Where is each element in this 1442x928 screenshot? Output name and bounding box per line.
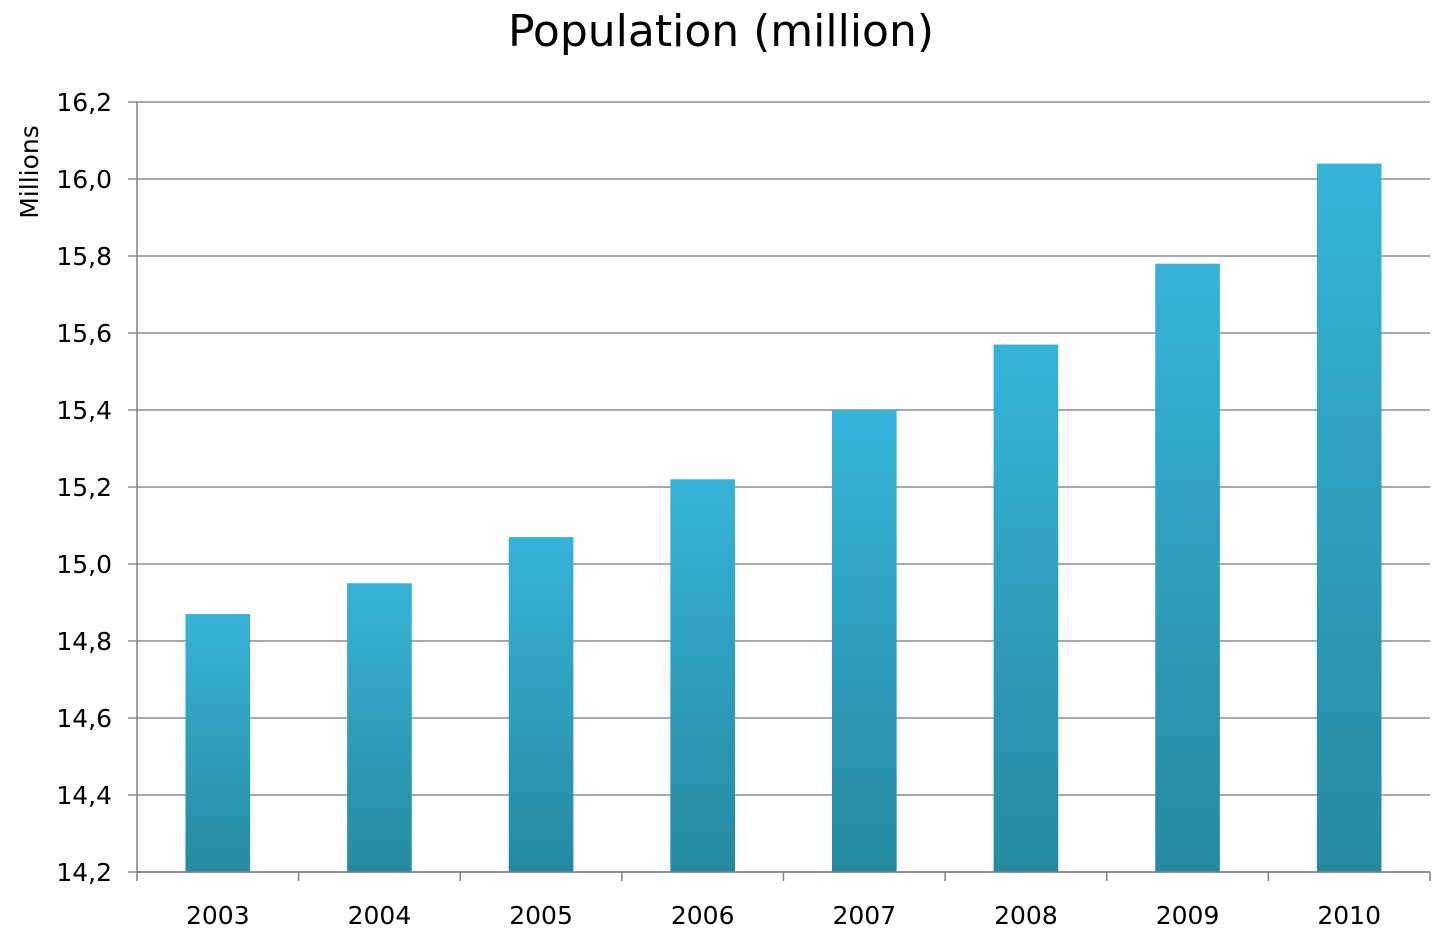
x-tick-label: 2008 (994, 901, 1058, 928)
bar-2008 (993, 344, 1059, 872)
y-tick-label: 15,2 (56, 473, 112, 502)
x-tick-label: 2010 (1317, 901, 1381, 928)
bar-2005 (508, 537, 574, 872)
bars (185, 163, 1382, 873)
x-tick-label: 2003 (186, 901, 250, 928)
x-tick-label: 2009 (1156, 901, 1220, 928)
y-tick-label: 15,6 (56, 319, 112, 348)
x-tick-labels: 2003 2004 2005 2006 2007 2008 2009 2010 (186, 901, 1381, 928)
y-tick-label: 15,0 (56, 550, 112, 579)
bar-2009 (1155, 263, 1220, 872)
x-tick-label: 2006 (671, 901, 735, 928)
y-tick-label: 14,4 (56, 781, 112, 810)
y-axis-title: Millions (15, 125, 44, 219)
bar-2006 (670, 479, 736, 872)
y-tick-label: 14,8 (56, 627, 112, 656)
y-tick-label: 14,6 (56, 704, 112, 733)
bar-2010 (1316, 163, 1382, 873)
gridlines (128, 101, 1430, 873)
bar-2007 (831, 410, 897, 872)
y-tick-label: 15,8 (56, 242, 112, 271)
x-tick-label: 2005 (509, 901, 573, 928)
x-tick-label: 2004 (348, 901, 412, 928)
y-tick-label: 14,2 (56, 858, 112, 887)
y-tick-labels: 14,2 14,4 14,6 14,8 15,0 15,2 15,4 15,6 15,8 16,0… (56, 88, 112, 887)
bar-2004 (347, 583, 412, 872)
chart-title: Population (million) (507, 6, 935, 57)
x-tick-label: 2007 (833, 901, 897, 928)
y-tick-label: 16,2 (56, 88, 112, 117)
y-tick-label: 15,4 (56, 396, 112, 425)
axes (136, 102, 1431, 881)
bar-2003 (185, 614, 251, 872)
y-tick-label: 16,0 (56, 165, 112, 194)
